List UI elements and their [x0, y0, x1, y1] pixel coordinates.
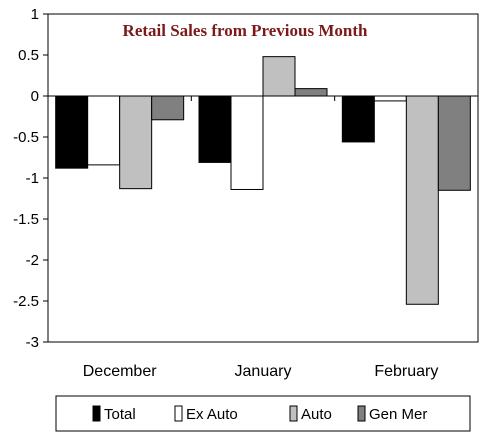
legend-swatch	[92, 405, 101, 422]
legend-swatch	[357, 405, 366, 422]
bar-gen-mer	[151, 95, 185, 121]
y-tick-label: 0.5	[18, 47, 39, 64]
bar-auto	[262, 56, 296, 97]
chart-title: Retail Sales from Previous Month	[123, 21, 368, 40]
y-axis: 1 0.5 0 -0.5 -1 -1.5 -2 -2.5 -3	[13, 6, 48, 351]
bar-total	[198, 95, 232, 163]
legend-label: Total	[104, 406, 136, 423]
bar-total	[55, 95, 89, 169]
bars	[55, 56, 471, 305]
bar-total	[341, 95, 375, 143]
legend-swatch	[174, 405, 183, 422]
category-label: January	[235, 363, 292, 380]
legend-label: Auto	[301, 406, 332, 423]
bar-auto	[119, 95, 153, 190]
y-tick-label: -1.5	[13, 211, 39, 228]
legend: Total Ex Auto Auto Gen Mer	[55, 395, 471, 432]
y-tick-label: 1	[31, 6, 39, 23]
legend-label: Ex Auto	[186, 406, 238, 423]
bar-ex-auto	[373, 95, 407, 102]
legend-label: Gen Mer	[369, 406, 427, 423]
category-label: December	[83, 363, 157, 380]
bar-gen-mer	[294, 88, 328, 97]
legend-swatch	[289, 405, 298, 422]
y-tick-label: 0	[31, 88, 39, 105]
y-tick-label: -3	[26, 334, 39, 351]
y-tick-label: -2.5	[13, 293, 39, 310]
legend-box	[55, 395, 471, 432]
y-tick-label: -2	[26, 252, 39, 269]
bar-ex-auto	[230, 95, 264, 190]
bar-auto	[405, 95, 439, 305]
x-axis: December January February	[83, 96, 438, 380]
y-tick-label: -1	[26, 170, 39, 187]
bar-ex-auto	[87, 95, 121, 166]
y-tick-label: -0.5	[13, 129, 39, 146]
category-label: February	[374, 363, 438, 380]
bar-gen-mer	[437, 95, 471, 191]
